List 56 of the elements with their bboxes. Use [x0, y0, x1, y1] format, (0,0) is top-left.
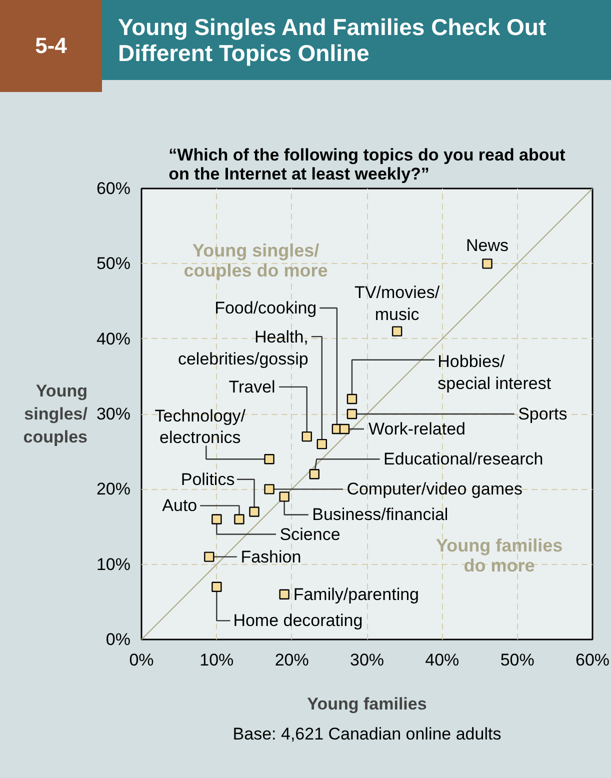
chart-title: Young Singles And Families Check Out Different Topics Online [102, 0, 611, 80]
y-tick-label: 30% [96, 404, 131, 424]
point [346, 394, 358, 404]
annotation: Science [280, 524, 340, 544]
x-tick-label: 60% [575, 650, 610, 670]
point [392, 326, 402, 336]
annotation: Sports [518, 404, 568, 424]
annotation: Home decorating [233, 611, 363, 630]
annotation: Young singles/ couples do more [184, 240, 328, 281]
point [234, 514, 244, 524]
point [346, 408, 358, 420]
y-tick-label: 20% [96, 480, 131, 499]
x-tick-label: 10% [200, 650, 234, 670]
x-tick-label: 20% [274, 650, 309, 670]
point [249, 506, 260, 517]
point [279, 589, 290, 600]
annotation: Fashion [240, 547, 302, 566]
x-axis-title: Young families [307, 694, 427, 714]
annotation: Computer/video games [346, 480, 522, 499]
point [212, 582, 222, 592]
point [264, 454, 274, 464]
point [302, 431, 312, 442]
annotation: Health, celebrities/gossip [178, 327, 308, 368]
annotation: Politics [180, 470, 235, 489]
annotation: Family/parenting [293, 584, 420, 604]
x-tick-label: 0% [129, 650, 154, 670]
annotation: Business/financial [312, 505, 448, 524]
annotation: Food/cooking [214, 298, 317, 318]
y-axis-title: Young singles/ couples [23, 382, 88, 446]
point [316, 438, 327, 450]
annotation: TV/movies/ music [354, 283, 440, 324]
annotation: Hobbies/ special interest [438, 352, 552, 394]
annotation: Travel [228, 377, 276, 396]
text: 5-4 [0, 0, 102, 92]
annotation: News [466, 236, 509, 256]
point [309, 469, 320, 480]
point [482, 258, 492, 269]
annotation: Work-related [368, 420, 466, 439]
y-tick-label: 50% [96, 254, 131, 274]
point [279, 492, 290, 502]
chart-subtitle: “Which of the following topics do you read about on the Internet at least weekly?” [168, 146, 566, 184]
point [264, 484, 274, 494]
y-tick-label: 0% [106, 630, 131, 649]
annotation: Technology/ electronics [154, 406, 246, 448]
annotation: Auto [162, 496, 198, 516]
x-tick-label: 30% [350, 650, 384, 670]
y-tick-label: 60% [96, 179, 131, 198]
text: Base: 4,621 Canadian online adults [232, 724, 502, 744]
point [212, 514, 222, 524]
point [339, 424, 350, 434]
annotation: Educational/research [384, 450, 544, 469]
x-tick-label: 50% [500, 650, 534, 670]
x-tick-label: 40% [425, 650, 460, 670]
y-tick-label: 40% [96, 329, 131, 348]
y-tick-label: 10% [96, 554, 131, 574]
point [204, 552, 214, 562]
